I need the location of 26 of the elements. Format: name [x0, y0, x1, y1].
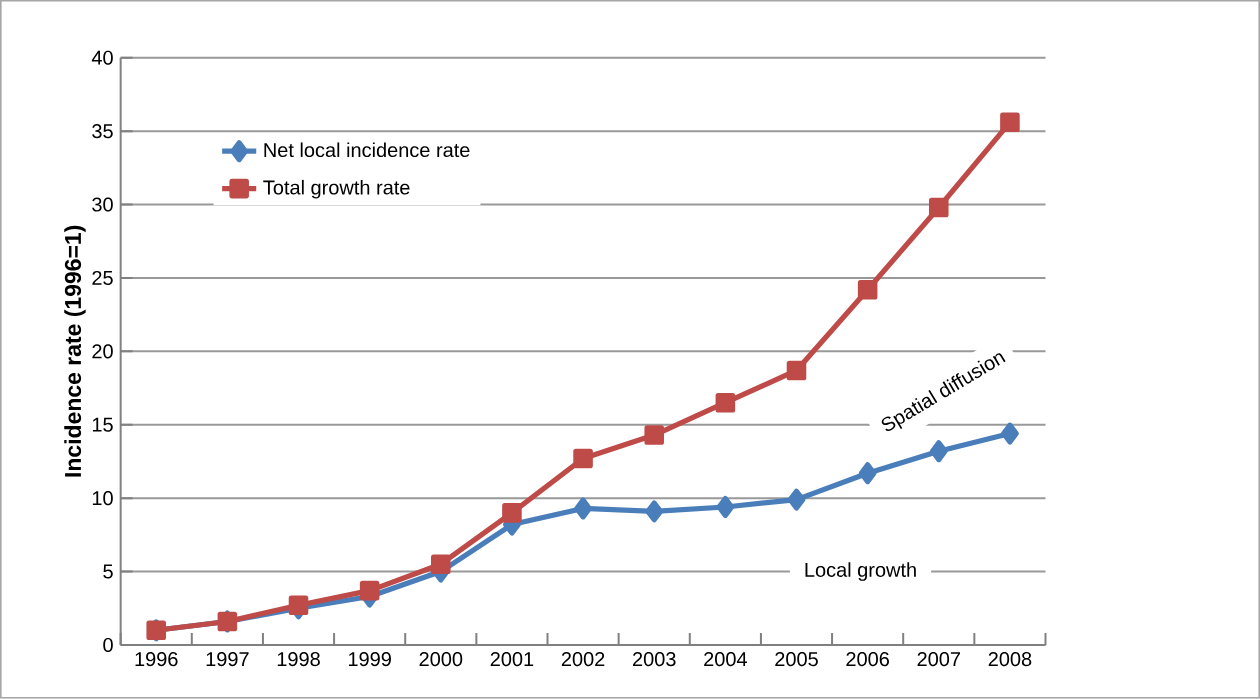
x-tick-label: 2002: [561, 652, 605, 667]
y-tick-label: 0: [103, 638, 113, 653]
x-tick-label: 1999: [348, 652, 391, 667]
y-tick-label: 20: [92, 344, 113, 359]
y-tick-label: 5: [103, 564, 113, 579]
x-tick-label: 2004: [704, 652, 747, 667]
legend-label: Total growth rate: [263, 180, 410, 199]
y-tick-label: 40: [91, 50, 113, 65]
x-tick-label: 2005: [775, 652, 818, 667]
x-tick-label: 2003: [633, 652, 676, 667]
x-tick-label: 2001: [490, 652, 534, 667]
y-tick-label: 25: [92, 271, 113, 286]
x-tick-label: 1996: [135, 652, 178, 667]
x-tick-label: 1998: [277, 652, 320, 667]
x-tick-label: 2008: [988, 652, 1032, 667]
x-tick-label: 1997: [206, 652, 249, 667]
y-tick-label: 35: [92, 124, 113, 139]
y-tick-label: 30: [92, 197, 113, 212]
x-tick-label: 2006: [846, 652, 889, 667]
y-tick-label: 10: [92, 491, 113, 506]
y-axis-title: Incidence rate (1996=1): [64, 225, 86, 477]
x-tick-label: 2007: [917, 652, 960, 667]
y-tick-label: 15: [92, 417, 113, 432]
annotation: Local growth: [805, 562, 916, 582]
legend-label: Net local incidence rate: [264, 142, 470, 158]
x-tick-label: 2000: [419, 652, 463, 667]
